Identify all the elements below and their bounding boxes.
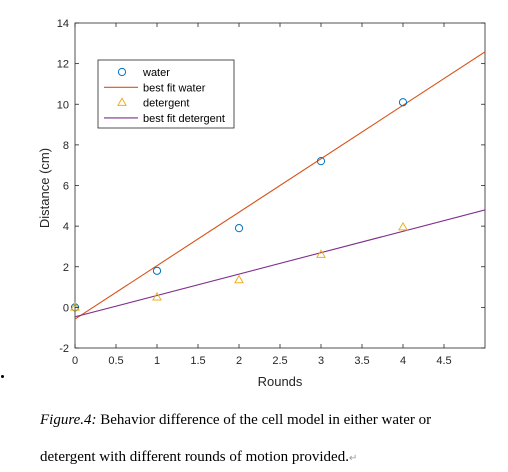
bullet-dot [1,375,4,378]
point-detergent [398,221,408,231]
legend-box [97,59,235,129]
caption-text-1: Behavior difference of the cell model in… [96,412,432,428]
series-line-best-fit-detergent [75,209,485,318]
data-points [70,98,408,312]
x-tick-label: 2 [236,355,242,367]
legend-marker-detergent [117,97,127,106]
legend-label: best fit detergent [143,113,225,125]
x-tick-label: 2.5 [272,355,287,367]
x-tick-label: 3.5 [354,355,369,367]
y-tick-label: 10 [57,99,69,111]
legend-label: best fit water [143,82,206,94]
fit-lines [75,51,485,320]
y-tick-label: 8 [63,140,69,152]
return-mark-icon: ↵ [348,453,358,464]
point-water [152,266,162,275]
figure-caption-line-1: Figure.4: Behavior difference of the cel… [40,412,500,429]
figure-caption-line-2: detergent with different rounds of motio… [40,449,500,466]
y-tick-label: 2 [63,262,69,274]
legend-label: water [142,67,170,79]
y-tick-label: 6 [63,181,69,193]
y-tick-label: 12 [57,59,69,71]
x-tick-label: 0.5 [108,355,123,367]
point-detergent [70,302,80,311]
legend: water best fit water detergent best fit det… [97,59,235,129]
y-tick-label: 4 [63,221,69,233]
x-tick-label: 4.5 [436,355,451,367]
x-axis-label: Rounds [258,374,303,389]
series-line-best-fit-water [75,51,485,320]
caption-text-2: detergent with different rounds of motio… [40,449,349,465]
legend-marker-water [117,67,127,77]
legend-label: detergent [143,98,189,110]
x-tick-label: 1.5 [190,355,205,367]
x-tick-label: 3 [318,355,324,367]
y-axis-label: Distance (cm) [37,148,52,228]
point-water [316,157,326,166]
x-tick-label: 4 [400,355,406,367]
point-water [398,98,408,107]
point-detergent [234,274,244,284]
y-tick-label: 14 [57,18,69,30]
point-detergent [316,249,326,258]
point-detergent [152,291,162,301]
x-tick-label: 0 [72,355,78,367]
figure-label: Figure.4: [40,412,97,428]
y-tick-label: -2 [59,343,69,355]
x-tick-label: 1 [154,355,160,367]
point-water [234,224,244,233]
y-tick-label: 0 [63,302,69,314]
